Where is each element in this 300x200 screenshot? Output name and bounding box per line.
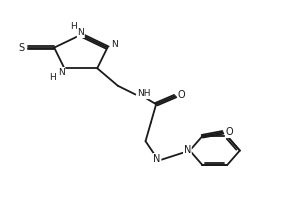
Text: S: S bbox=[18, 43, 24, 53]
Text: NH: NH bbox=[137, 89, 151, 98]
Text: N: N bbox=[153, 154, 161, 164]
Text: H: H bbox=[49, 73, 56, 82]
Text: H: H bbox=[70, 22, 77, 31]
Text: N: N bbox=[77, 28, 84, 37]
Text: N: N bbox=[58, 68, 65, 77]
Text: N: N bbox=[184, 145, 191, 155]
Text: O: O bbox=[226, 127, 233, 137]
Text: N: N bbox=[111, 40, 118, 49]
Text: O: O bbox=[178, 90, 186, 100]
